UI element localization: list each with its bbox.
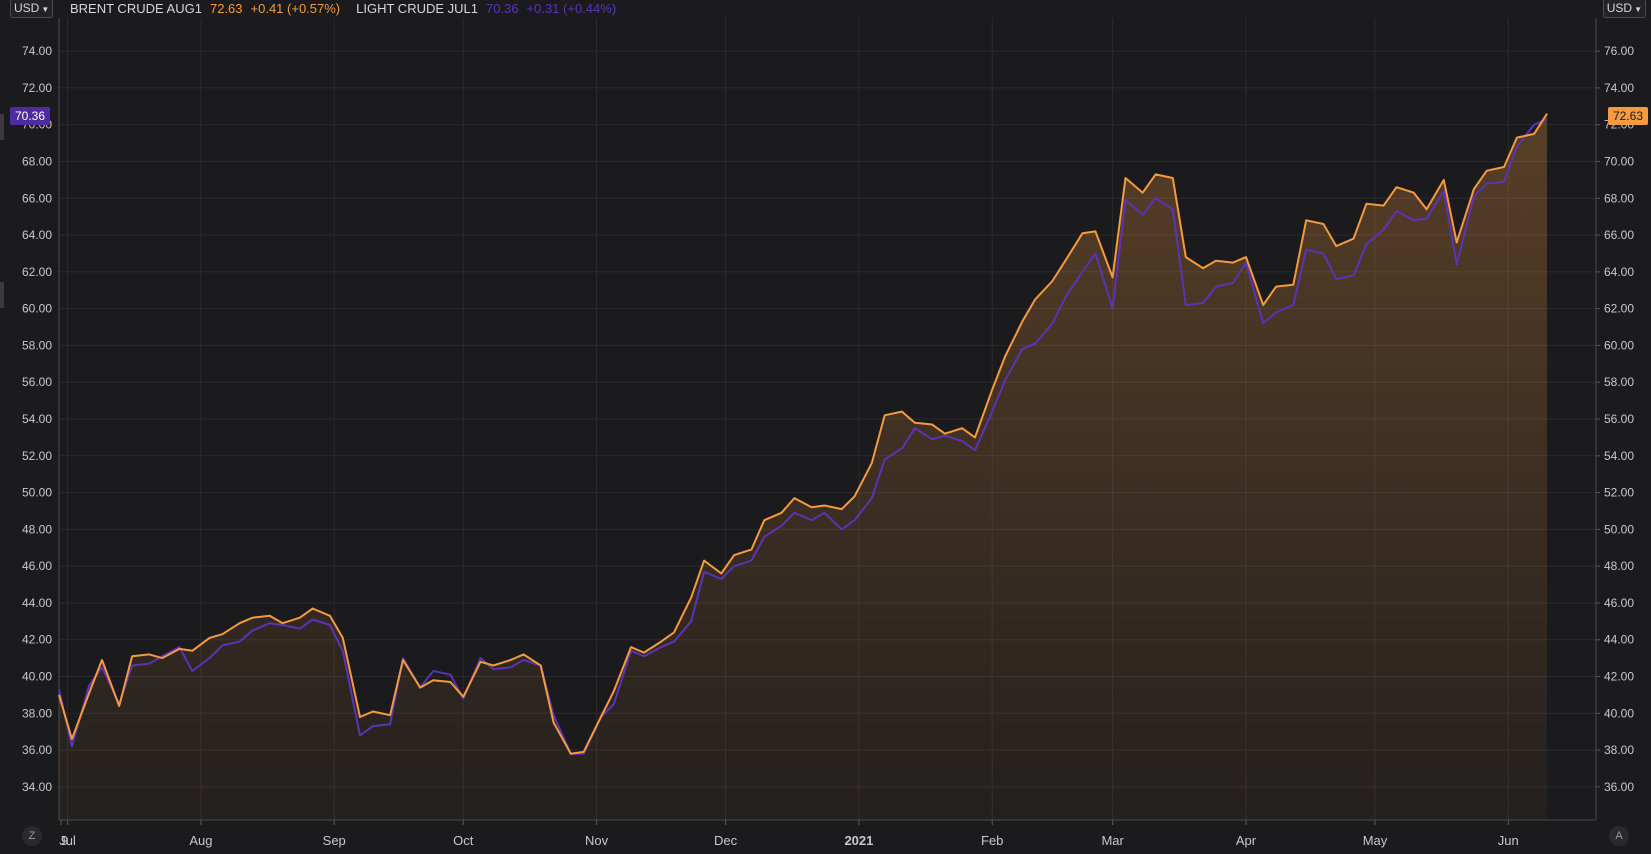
- y-tick-label-left: 62.00: [22, 265, 52, 279]
- y-tick-label-right: 68.00: [1604, 191, 1634, 205]
- x-tick-label: Feb: [981, 833, 1003, 848]
- y-tick-label-right: 36.00: [1604, 780, 1634, 794]
- legend-item-wti[interactable]: LIGHT CRUDE JUL1 70.36 +0.31 (+0.44%): [356, 1, 616, 16]
- x-tick-label: Jun: [1498, 833, 1519, 848]
- y-tick-label-left: 44.00: [22, 596, 52, 610]
- x-tick-label: Dec: [714, 833, 738, 848]
- y-tick-label-left: 74.00: [22, 44, 52, 58]
- left-y-axis-ticks: 34.00 36.00 38.00 40.00 42.00 44.00 46.00 48.00…: [22, 44, 52, 794]
- chevron-down-icon: ▼: [1634, 5, 1642, 14]
- y-tick-label-right: 60.00: [1604, 338, 1634, 352]
- legend-series-price: 72.63: [209, 1, 243, 16]
- y-tick-label-right: 52.00: [1604, 486, 1634, 500]
- series-layer: [58, 113, 1548, 820]
- y-tick-label-left: 54.00: [22, 412, 52, 426]
- y-tick-label-right: 44.00: [1604, 633, 1634, 647]
- y-tick-label-left: 42.00: [22, 633, 52, 647]
- y-tick-label-left: 48.00: [22, 522, 52, 536]
- y-tick-label-left: 66.00: [22, 191, 52, 205]
- legend-series-change: +0.31 (+0.44%): [526, 1, 617, 16]
- y-tick-label-right: 48.00: [1604, 559, 1634, 573]
- chevron-down-icon: ▼: [41, 5, 50, 14]
- y-tick-label-left: 72.00: [22, 81, 52, 95]
- y-tick-label-left: 52.00: [22, 449, 52, 463]
- y-tick-label-left: 38.00: [22, 706, 52, 720]
- y-tick-label-right: 76.00: [1604, 44, 1634, 58]
- x-tick-label: Aug: [189, 833, 212, 848]
- right-currency-selector[interactable]: USD ▼: [1602, 0, 1646, 18]
- last-price-tag-brent: 72.63: [1607, 107, 1648, 125]
- series-line: [58, 118, 1548, 755]
- y-tick-label-right: 54.00: [1604, 449, 1634, 463]
- legend-series-name: LIGHT CRUDE JUL1: [356, 1, 478, 16]
- y-tick-label-left: 68.00: [22, 154, 52, 168]
- legend-series-name: BRENT CRUDE AUG1: [70, 1, 202, 16]
- zoom-reset-button[interactable]: Z: [22, 826, 42, 846]
- y-tick-label-left: 36.00: [22, 743, 52, 757]
- y-tick-label-right: 46.00: [1604, 596, 1634, 610]
- last-price-tag-wti: 70.36: [10, 107, 51, 125]
- right-y-axis-ticks: 36.00 38.00 40.00 42.00 44.00 46.00 48.00 50.00…: [1604, 44, 1634, 794]
- y-tick-label-right: 42.00: [1604, 670, 1634, 684]
- y-tick-label-right: 50.00: [1604, 522, 1634, 536]
- legend-series-change: +0.41 (+0.57%): [250, 1, 341, 16]
- y-tick-label-left: 60.00: [22, 302, 52, 316]
- y-tick-label-right: 56.00: [1604, 412, 1634, 426]
- chart-legend: BRENT CRUDE AUG1 72.63 +0.41 (+0.57%) LI…: [70, 1, 616, 16]
- left-edge-marker: [0, 114, 4, 140]
- y-tick-label-right: 38.00: [1604, 743, 1634, 757]
- x-tick-label: Jul: [59, 833, 76, 848]
- y-tick-label-left: 50.00: [22, 486, 52, 500]
- left-currency-label: USD: [14, 1, 40, 15]
- x-tick-label: 9: [61, 833, 68, 848]
- y-tick-label-left: 58.00: [22, 338, 52, 352]
- right-currency-label: USD: [1606, 1, 1633, 15]
- y-tick-label-right: 74.00: [1604, 81, 1634, 95]
- x-tick-label: May: [1363, 833, 1388, 848]
- x-tick-label: Nov: [585, 833, 609, 848]
- y-tick-label-right: 58.00: [1604, 375, 1634, 389]
- x-tick-label: Apr: [1236, 833, 1257, 848]
- series-line: [58, 113, 1548, 755]
- auto-scale-button[interactable]: A: [1609, 826, 1629, 846]
- y-tick-label-left: 40.00: [22, 670, 52, 684]
- y-tick-label-left: 34.00: [22, 780, 52, 794]
- x-tick-label: Oct: [453, 833, 474, 848]
- y-tick-label-left: 46.00: [22, 559, 52, 573]
- y-tick-label-left: 64.00: [22, 228, 52, 242]
- y-tick-label-right: 40.00: [1604, 706, 1634, 720]
- left-currency-selector[interactable]: USD ▼: [10, 0, 54, 18]
- legend-series-price: 70.36: [485, 1, 519, 16]
- y-tick-label-right: 64.00: [1604, 265, 1634, 279]
- y-tick-label-left: 56.00: [22, 375, 52, 389]
- x-tick-label: Mar: [1101, 833, 1124, 848]
- y-tick-label-right: 70.00: [1604, 154, 1634, 168]
- legend-item-brent[interactable]: BRENT CRUDE AUG1 72.63 +0.41 (+0.57%): [70, 1, 340, 16]
- left-edge-marker: [0, 282, 4, 308]
- series-area-fill: [59, 113, 1547, 820]
- x-tick-label: Sep: [323, 833, 346, 848]
- x-tick-label: 2021: [844, 833, 873, 848]
- y-tick-label-right: 66.00: [1604, 228, 1634, 242]
- y-tick-label-right: 62.00: [1604, 302, 1634, 316]
